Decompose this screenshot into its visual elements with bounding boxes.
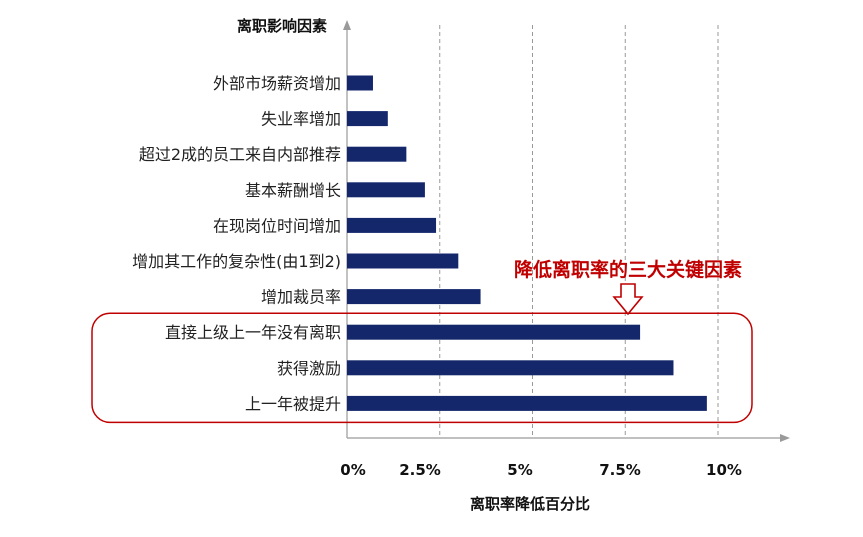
category-label: 基本薪酬增长: [245, 181, 341, 200]
bar: [347, 324, 641, 340]
bar: [347, 146, 407, 162]
category-label: 增加裁员率: [261, 288, 341, 307]
category-labels: 外部市场薪资增加失业率增加超过2成的员工来自内部推荐基本薪酬增长在现岗位时间增加…: [132, 74, 341, 413]
gridlines: [439, 25, 719, 438]
category-label: 上一年被提升: [245, 394, 341, 413]
x-tick-label: 2.5%: [399, 461, 441, 479]
bar: [347, 395, 707, 411]
category-label: 外部市场薪资增加: [213, 74, 341, 93]
bar: [347, 217, 437, 233]
callout-text: 降低离职率的三大关键因素: [514, 258, 742, 281]
x-axis-arrow-icon: [780, 434, 790, 442]
category-label: 在现岗位时间增加: [213, 216, 341, 235]
bars: [347, 75, 707, 411]
x-tick-label: 10%: [706, 461, 742, 479]
highlight-box: [91, 312, 753, 424]
category-label: 直接上级上一年没有离职: [165, 323, 341, 342]
x-axis-title: 离职率降低百分比: [470, 495, 590, 513]
category-label: 失业率增加: [261, 110, 341, 129]
category-label: 获得激励: [277, 359, 341, 378]
x-tick-labels: 0% 2.5% 5% 7.5% 10%: [340, 461, 742, 479]
category-label: 超过2成的员工来自内部推荐: [139, 145, 341, 164]
bar: [347, 289, 481, 305]
chart-title: 离职影响因素: [237, 17, 327, 35]
down-arrow-icon: [612, 283, 644, 316]
x-tick-label: 5%: [507, 461, 532, 479]
bar: [347, 75, 373, 91]
category-label: 增加其工作的复杂性(由1到2): [132, 252, 341, 271]
bar: [347, 111, 388, 127]
bar: [347, 182, 425, 198]
y-axis-arrow-icon: [343, 20, 351, 30]
x-tick-label: 0%: [340, 461, 365, 479]
x-tick-label: 7.5%: [599, 461, 641, 479]
bar: [347, 360, 674, 376]
bar: [347, 253, 459, 269]
